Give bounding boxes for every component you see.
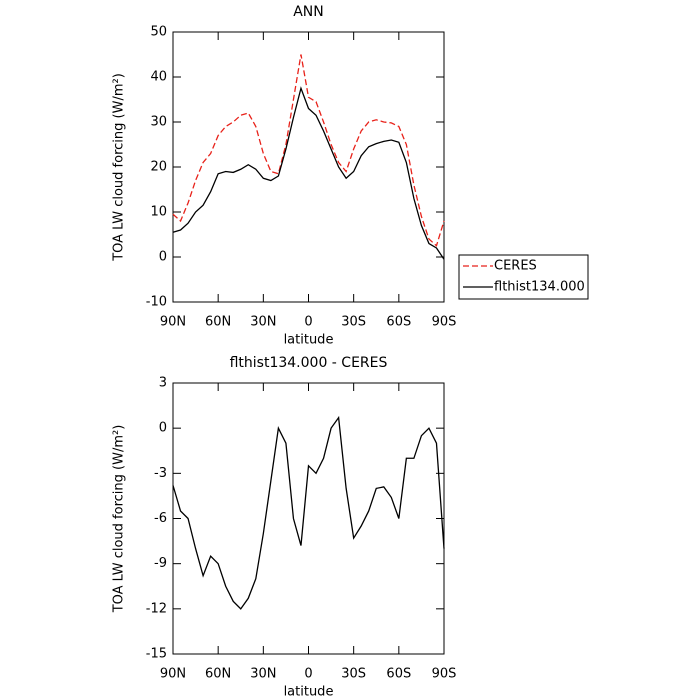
y-tick-label: -3 xyxy=(154,466,167,481)
y-tick-label: -15 xyxy=(146,647,167,662)
y-tick-label: -9 xyxy=(154,556,167,571)
y-tick-label: 3 xyxy=(159,376,167,391)
legend-label: CERES xyxy=(494,259,537,274)
series-line xyxy=(172,86,445,260)
x-axis-label: latitude xyxy=(284,685,334,700)
x-tick-label: 30N xyxy=(250,667,276,682)
chart-title: ANN xyxy=(293,4,324,20)
y-tick-label: 10 xyxy=(150,205,167,220)
plot-frame xyxy=(172,382,445,655)
series-line xyxy=(172,54,445,247)
plot-frame xyxy=(172,31,445,303)
y-tick-label: 50 xyxy=(150,25,167,40)
x-tick-label: 0 xyxy=(304,315,312,330)
x-tick-label: 30N xyxy=(250,315,276,330)
chart-title: flthist134.000 - CERES xyxy=(230,355,388,371)
x-tick-label: 60N xyxy=(205,667,231,682)
x-tick-label: 60S xyxy=(386,315,411,330)
x-axis-label: latitude xyxy=(284,333,334,348)
y-tick-label: -10 xyxy=(146,295,167,310)
x-tick-label: 90N xyxy=(160,667,186,682)
y-axis-label: TOA LW cloud forcing (W/m²) xyxy=(112,73,127,262)
legend-box xyxy=(458,254,589,300)
x-tick-label: 90S xyxy=(432,667,457,682)
x-tick-label: 30S xyxy=(341,667,366,682)
y-axis-label: TOA LW cloud forcing (W/m²) xyxy=(112,425,127,614)
x-tick-label: 60S xyxy=(386,667,411,682)
legend-label: flthist134.000 xyxy=(494,280,585,295)
series-line xyxy=(172,415,445,610)
y-tick-label: 20 xyxy=(150,160,167,175)
x-tick-label: 30S xyxy=(341,315,366,330)
y-tick-label: 40 xyxy=(150,70,167,85)
x-tick-label: 0 xyxy=(304,667,312,682)
y-tick-label: -6 xyxy=(154,511,167,526)
x-tick-label: 90N xyxy=(160,315,186,330)
y-tick-label: -12 xyxy=(146,601,167,616)
x-tick-label: 60N xyxy=(205,315,231,330)
y-tick-label: 0 xyxy=(159,250,167,265)
y-tick-label: 0 xyxy=(159,421,167,436)
y-tick-label: 30 xyxy=(150,115,167,130)
x-tick-label: 90S xyxy=(432,315,457,330)
